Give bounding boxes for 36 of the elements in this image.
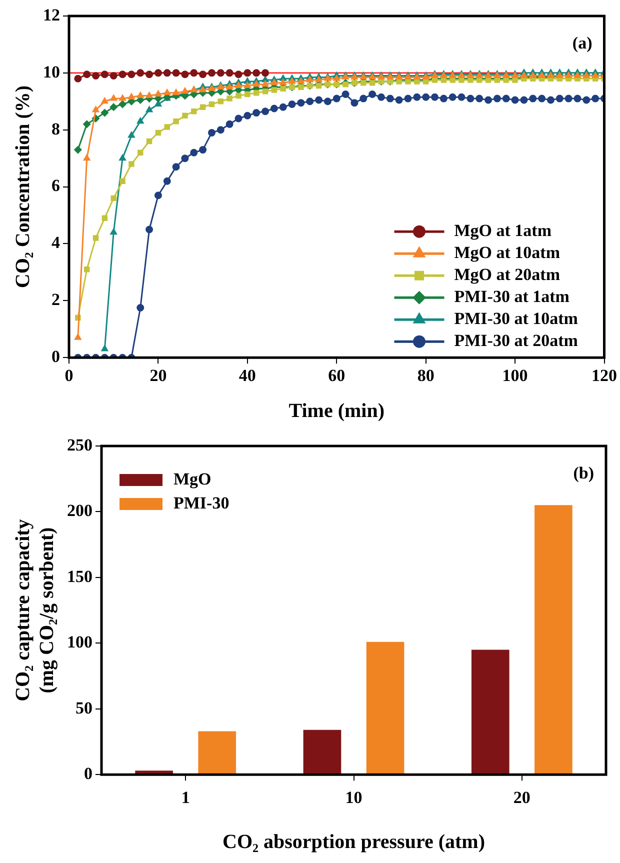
x-tick-label: 80: [417, 366, 434, 386]
legend-label: PMI-30 at 20atm: [454, 330, 578, 350]
x-tick-label: 20: [150, 366, 167, 386]
x-tick-label: 60: [328, 366, 346, 386]
legend-label: MgO at 10atm: [454, 242, 560, 262]
x-tick-label: 40: [238, 366, 256, 386]
y-tick-label: 6: [52, 176, 60, 196]
legend-label: PMI-30 at 1atm: [454, 286, 570, 306]
legend-label: PMI-30: [174, 493, 230, 512]
legend-label: MgO at 1atm: [454, 220, 552, 240]
x-tick-label: 100: [502, 366, 528, 386]
legend-label: MgO: [174, 469, 212, 488]
y-tick-label: 0: [84, 764, 92, 783]
y-axis-title: CO₂ capture capacity (mg CO₂/g sorbent): [12, 519, 58, 702]
y-axis-title: CO₂ Concentration (%): [12, 85, 34, 288]
y-tick-label: 100: [67, 632, 92, 652]
x-tick-label: 20: [513, 788, 530, 808]
y-tick-label: 8: [52, 119, 60, 138]
y-tick-label: 4: [52, 233, 60, 252]
y-tick-label: 0: [52, 346, 60, 366]
y-tick-label: 250: [67, 435, 92, 454]
x-tick-label: 120: [592, 366, 617, 386]
y-tick-label: 200: [67, 501, 92, 520]
x-tick-label: 1: [181, 788, 190, 808]
x-tick-label: 10: [345, 788, 362, 808]
legend-label: PMI-30 at 10atm: [454, 308, 578, 328]
y-tick-label: 50: [76, 698, 92, 718]
annotation: (b): [573, 463, 594, 482]
x-axis-title: CO₂ absorption pressure (atm): [222, 831, 485, 854]
x-axis-title: Time (min): [288, 400, 384, 422]
y-tick-label: 10: [43, 62, 60, 82]
annotation: (a): [572, 33, 592, 52]
y-tick-label: 150: [67, 566, 92, 586]
legend-label: MgO at 20atm: [454, 264, 560, 284]
y-tick-label: 12: [43, 5, 60, 24]
y-tick-label: 2: [52, 290, 60, 310]
